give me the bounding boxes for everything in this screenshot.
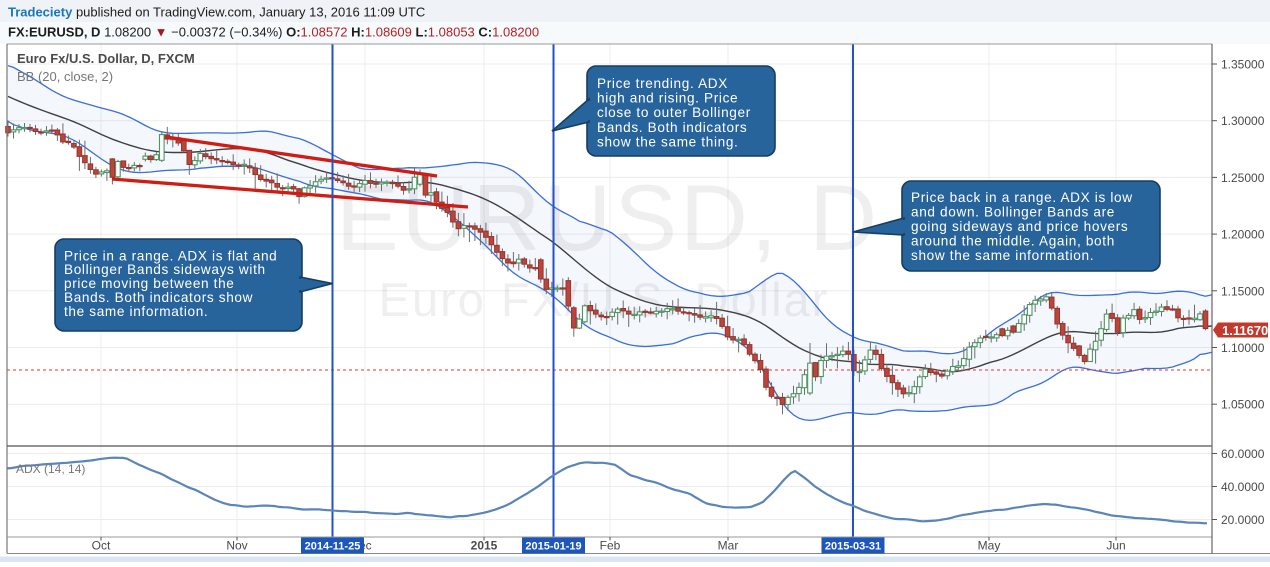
svg-text:Oct: Oct	[92, 539, 111, 553]
svg-text:Bands. Both indicators: Bands. Both indicators	[597, 120, 747, 135]
svg-text:Mar: Mar	[718, 539, 739, 553]
svg-text:close to outer Bollinger: close to outer Bollinger	[597, 105, 751, 120]
svg-text:1.25000: 1.25000	[1221, 171, 1265, 185]
svg-text:Tradeciety published on Tradin: Tradeciety published on TradingView.com,…	[8, 5, 425, 20]
svg-text:and down. Bollinger Bands are: and down. Bollinger Bands are	[911, 205, 1115, 220]
svg-text:show the same information.: show the same information.	[911, 248, 1094, 263]
svg-text:around the middle. Again, both: around the middle. Again, both	[911, 234, 1115, 249]
svg-text:Euro Fx/U.S. Dollar, D, FXCM: Euro Fx/U.S. Dollar, D, FXCM	[17, 51, 195, 66]
svg-text:Nov: Nov	[226, 539, 247, 553]
svg-text:1.11670: 1.11670	[1222, 323, 1268, 338]
svg-text:2015: 2015	[471, 539, 498, 553]
svg-text:price moving between the: price moving between the	[64, 276, 235, 291]
svg-text:1.15000: 1.15000	[1221, 284, 1265, 298]
svg-text:2015-01-19: 2015-01-19	[525, 541, 581, 553]
svg-text:show the same thing.: show the same thing.	[597, 134, 738, 149]
svg-text:the same information.: the same information.	[64, 304, 208, 319]
svg-text:60.0000: 60.0000	[1221, 447, 1265, 461]
svg-text:FX:EURUSD, D 1.08200 ▼ −0.003: FX:EURUSD, D 1.08200 ▼ −0.00372 (−0.34%)…	[8, 25, 539, 40]
svg-text:Price back in a range. ADX is: Price back in a range. ADX is low	[911, 190, 1133, 205]
svg-text:40.0000: 40.0000	[1221, 480, 1265, 494]
svg-text:20.0000: 20.0000	[1221, 513, 1265, 527]
svg-text:high and rising. Price: high and rising. Price	[597, 91, 738, 106]
svg-text:1.35000: 1.35000	[1221, 58, 1265, 72]
svg-text:2014-11-25: 2014-11-25	[305, 541, 361, 553]
svg-text:2015-03-31: 2015-03-31	[825, 541, 881, 553]
svg-text:1.30000: 1.30000	[1221, 114, 1265, 128]
svg-text:going sideways and price hover: going sideways and price hovers	[911, 219, 1128, 234]
svg-text:1.20000: 1.20000	[1221, 228, 1265, 242]
svg-text:Feb: Feb	[600, 539, 621, 553]
svg-text:BB (20, close, 2): BB (20, close, 2)	[17, 69, 113, 84]
svg-text:Bollinger Bands sideways with: Bollinger Bands sideways with	[64, 262, 266, 277]
svg-text:Price trending. ADX: Price trending. ADX	[597, 76, 728, 91]
svg-text:Bands. Both indicators show: Bands. Both indicators show	[64, 290, 253, 305]
svg-text:1.05000: 1.05000	[1221, 398, 1265, 412]
svg-text:Price in a range. ADX is flat: Price in a range. ADX is flat and	[64, 248, 277, 263]
svg-text:ADX (14, 14): ADX (14, 14)	[16, 462, 85, 476]
svg-text:May: May	[978, 539, 1001, 553]
svg-text:Jun: Jun	[1106, 539, 1125, 553]
svg-text:1.10000: 1.10000	[1221, 341, 1265, 355]
